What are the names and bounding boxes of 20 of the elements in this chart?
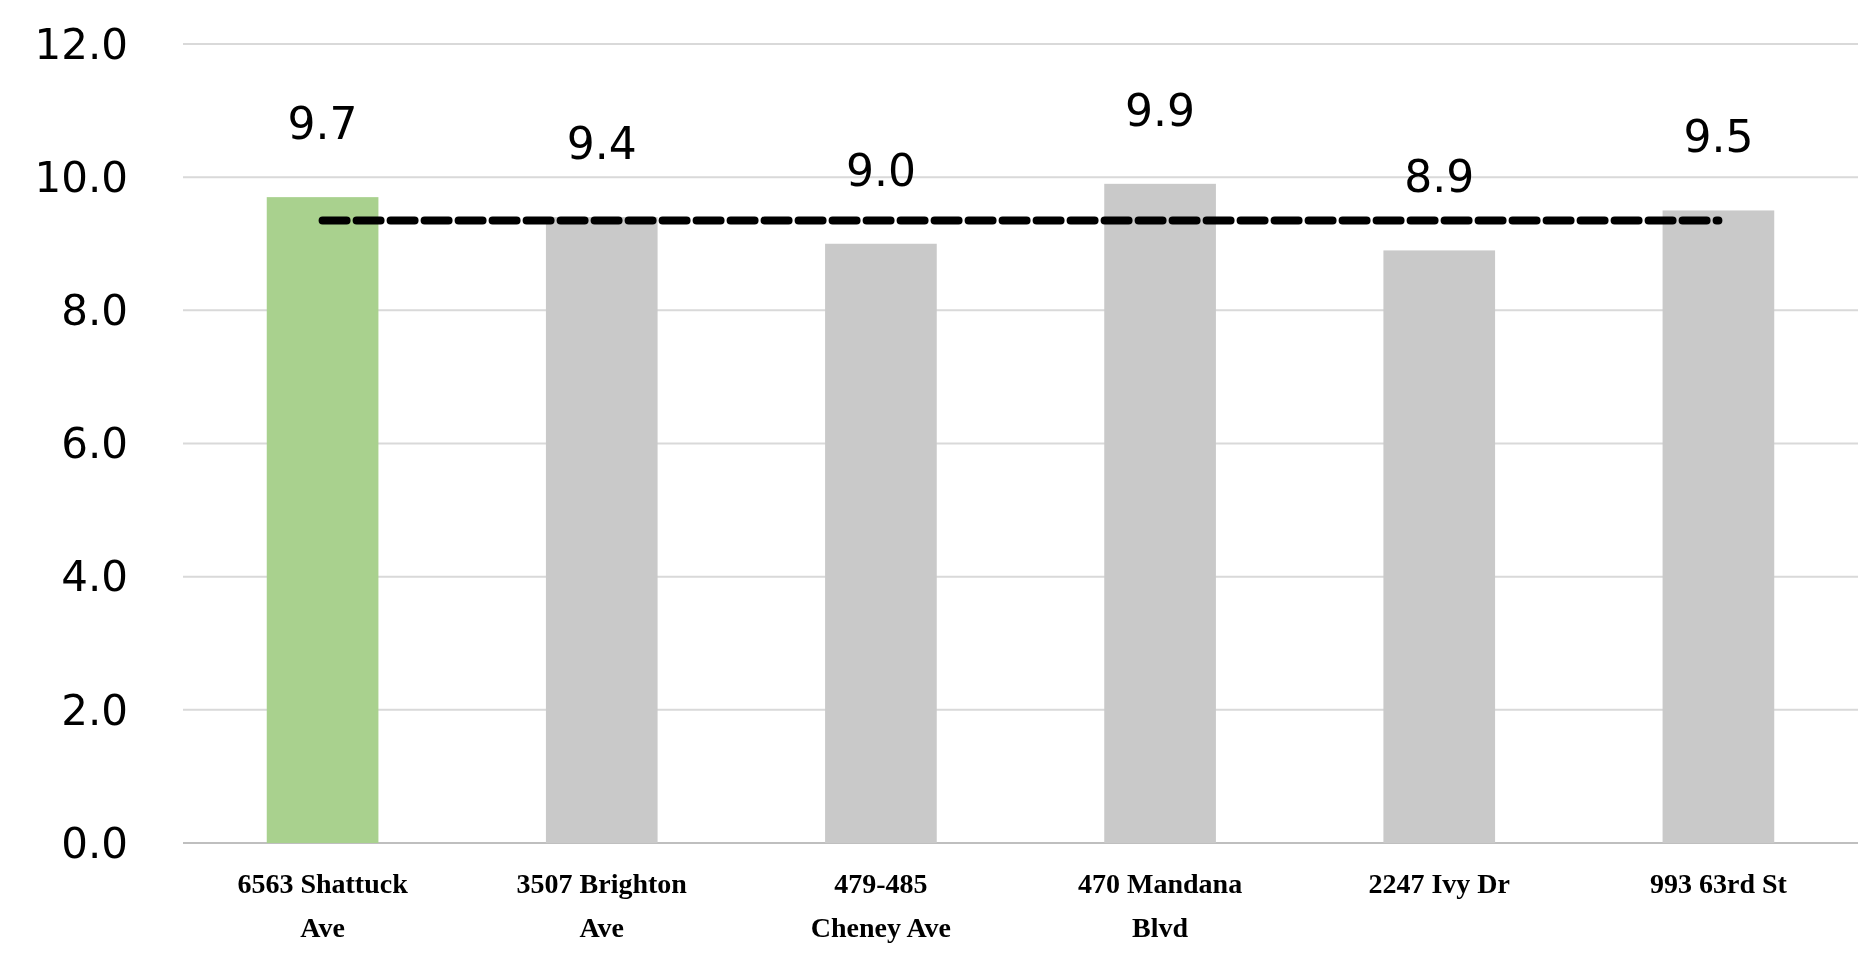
x-tick-label: 6563 Shattuck Ave: [237, 868, 409, 943]
y-tick-label: 8.0: [61, 286, 128, 336]
data-label: 9.4: [566, 118, 637, 170]
data-label: 9.0: [845, 144, 916, 196]
y-tick-label: 10.0: [34, 152, 128, 202]
data-label: 9.5: [1683, 111, 1754, 163]
x-tick-label: 993 63rd St: [1649, 868, 1788, 899]
x-tick-label: 470 Mandana Blvd: [1078, 868, 1243, 943]
bar: [266, 197, 379, 843]
x-tick-label: 2247 Ivy Dr: [1368, 868, 1511, 899]
y-tick-label: 6.0: [61, 419, 128, 469]
x-tick-label: 479-485 Cheney Ave: [810, 868, 952, 943]
data-label: 9.9: [1125, 84, 1196, 136]
y-tick-label: 0.0: [61, 818, 128, 868]
x-tick-label: 3507 Brighton Ave: [516, 868, 688, 943]
y-tick-label: 12.0: [34, 19, 128, 69]
y-tick-label: 4.0: [61, 552, 128, 602]
data-label: 9.7: [287, 98, 358, 150]
data-label: 8.9: [1404, 151, 1475, 203]
y-tick-label: 2.0: [61, 685, 128, 735]
